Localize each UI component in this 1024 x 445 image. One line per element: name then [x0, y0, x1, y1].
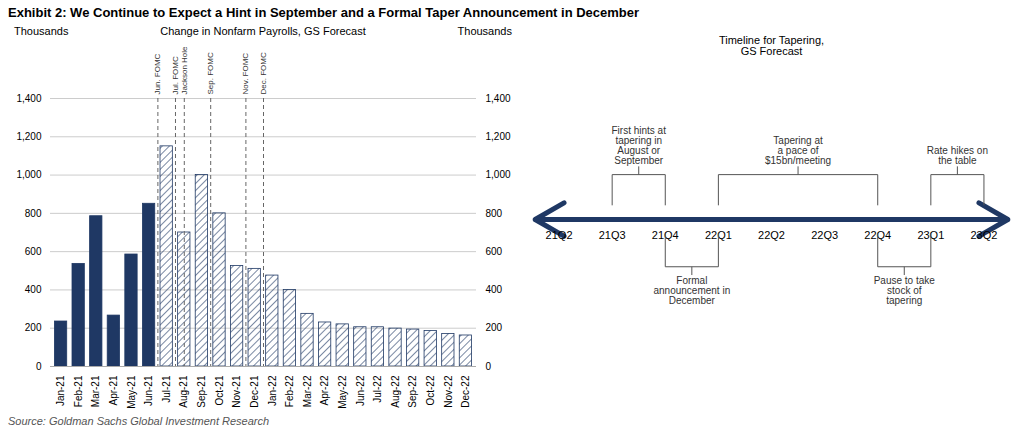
svg-text:Formalannouncement inDecember: Formalannouncement inDecember [653, 275, 730, 306]
svg-text:600: 600 [486, 246, 503, 257]
svg-text:Feb-22: Feb-22 [284, 375, 295, 407]
svg-text:0: 0 [486, 361, 492, 372]
svg-text:May-21: May-21 [126, 375, 137, 409]
svg-text:Sep-22: Sep-22 [407, 375, 418, 408]
svg-text:Nov. FOMC: Nov. FOMC [241, 53, 250, 95]
svg-text:Rate hikes onthe table: Rate hikes onthe table [927, 145, 988, 166]
svg-text:Jun-21: Jun-21 [143, 375, 154, 406]
svg-text:600: 600 [25, 246, 42, 257]
svg-text:Pause to takestock oftapering: Pause to takestock oftapering [874, 275, 936, 306]
svg-text:21Q4: 21Q4 [651, 229, 679, 242]
svg-text:Dec. FOMC: Dec. FOMC [259, 52, 268, 94]
svg-text:Oct-22: Oct-22 [425, 375, 436, 405]
svg-text:Timeline for Tapering,GS Forec: Timeline for Tapering,GS Forecast [719, 34, 824, 57]
svg-text:1,200: 1,200 [16, 131, 41, 142]
svg-text:Sep. FOMC: Sep. FOMC [206, 52, 215, 94]
svg-text:400: 400 [25, 284, 42, 295]
svg-text:1,000: 1,000 [16, 169, 41, 180]
svg-text:200: 200 [486, 322, 503, 333]
svg-text:1,400: 1,400 [16, 93, 41, 104]
svg-text:Tapering ata pace of$15bn/meet: Tapering ata pace of$15bn/meeting [765, 135, 831, 166]
svg-text:200: 200 [25, 322, 42, 333]
html-text:Exhibit 2: We Continue to Expe: Exhibit 2: We Continue to Expect a Hint … [8, 5, 640, 20]
svg-text:23Q2: 23Q2 [970, 229, 997, 241]
svg-text:Apr-21: Apr-21 [108, 375, 119, 405]
svg-text:400: 400 [486, 284, 503, 295]
svg-text:Apr-22: Apr-22 [319, 375, 330, 405]
svg-text:800: 800 [25, 208, 42, 219]
svg-text:Nov-22: Nov-22 [443, 375, 454, 408]
svg-text:Jan-21: Jan-21 [55, 375, 66, 406]
svg-text:Jul. FOMC: Jul. FOMC [171, 56, 180, 94]
svg-text:Jackson Hole: Jackson Hole [180, 46, 189, 95]
svg-text:Jun-22: Jun-22 [355, 375, 366, 406]
svg-text:Dec-21: Dec-21 [249, 375, 260, 408]
svg-text:Oct-21: Oct-21 [214, 375, 225, 405]
svg-text:Jul-22: Jul-22 [372, 375, 383, 403]
svg-text:Mar-22: Mar-22 [302, 375, 313, 407]
svg-text:Aug-22: Aug-22 [390, 375, 401, 408]
svg-text:1,400: 1,400 [486, 93, 511, 104]
svg-text:21Q2: 21Q2 [546, 229, 573, 241]
svg-text:1,200: 1,200 [486, 131, 511, 142]
svg-text:Nov-21: Nov-21 [231, 375, 242, 408]
html-text:Source: Goldman Sachs Global I: Source: Goldman Sachs Global Investment … [8, 415, 270, 427]
svg-text:800: 800 [486, 208, 503, 219]
svg-text:23Q1: 23Q1 [917, 229, 945, 242]
svg-text:Sep-21: Sep-21 [196, 375, 207, 408]
svg-text:Mar-21: Mar-21 [90, 375, 101, 407]
html-text:Thousands: Thousands [457, 25, 512, 37]
svg-text:First hints attapering inAugus: First hints attapering inAugust orSeptem… [611, 125, 666, 166]
svg-text:May-22: May-22 [337, 375, 348, 409]
svg-text:Jan-22: Jan-22 [267, 375, 278, 406]
svg-text:0: 0 [36, 361, 42, 372]
svg-text:Jun. FOMC: Jun. FOMC [153, 53, 162, 94]
svg-text:Feb-21: Feb-21 [73, 375, 84, 407]
svg-text:22Q4: 22Q4 [864, 229, 892, 242]
svg-text:Dec-22: Dec-22 [460, 375, 471, 408]
svg-text:Aug-21: Aug-21 [178, 375, 189, 408]
svg-text:21Q3: 21Q3 [599, 229, 626, 241]
svg-text:22Q3: 22Q3 [811, 229, 838, 241]
svg-text:22Q1: 22Q1 [704, 229, 732, 242]
svg-text:1,000: 1,000 [486, 169, 511, 180]
svg-text:Jul-21: Jul-21 [161, 375, 172, 403]
svg-text:22Q2: 22Q2 [758, 229, 785, 241]
html-text:Thousands: Thousands [14, 25, 69, 37]
html-text:Change in Nonfarm Payrolls, GS: Change in Nonfarm Payrolls, GS Forecast [160, 25, 366, 37]
